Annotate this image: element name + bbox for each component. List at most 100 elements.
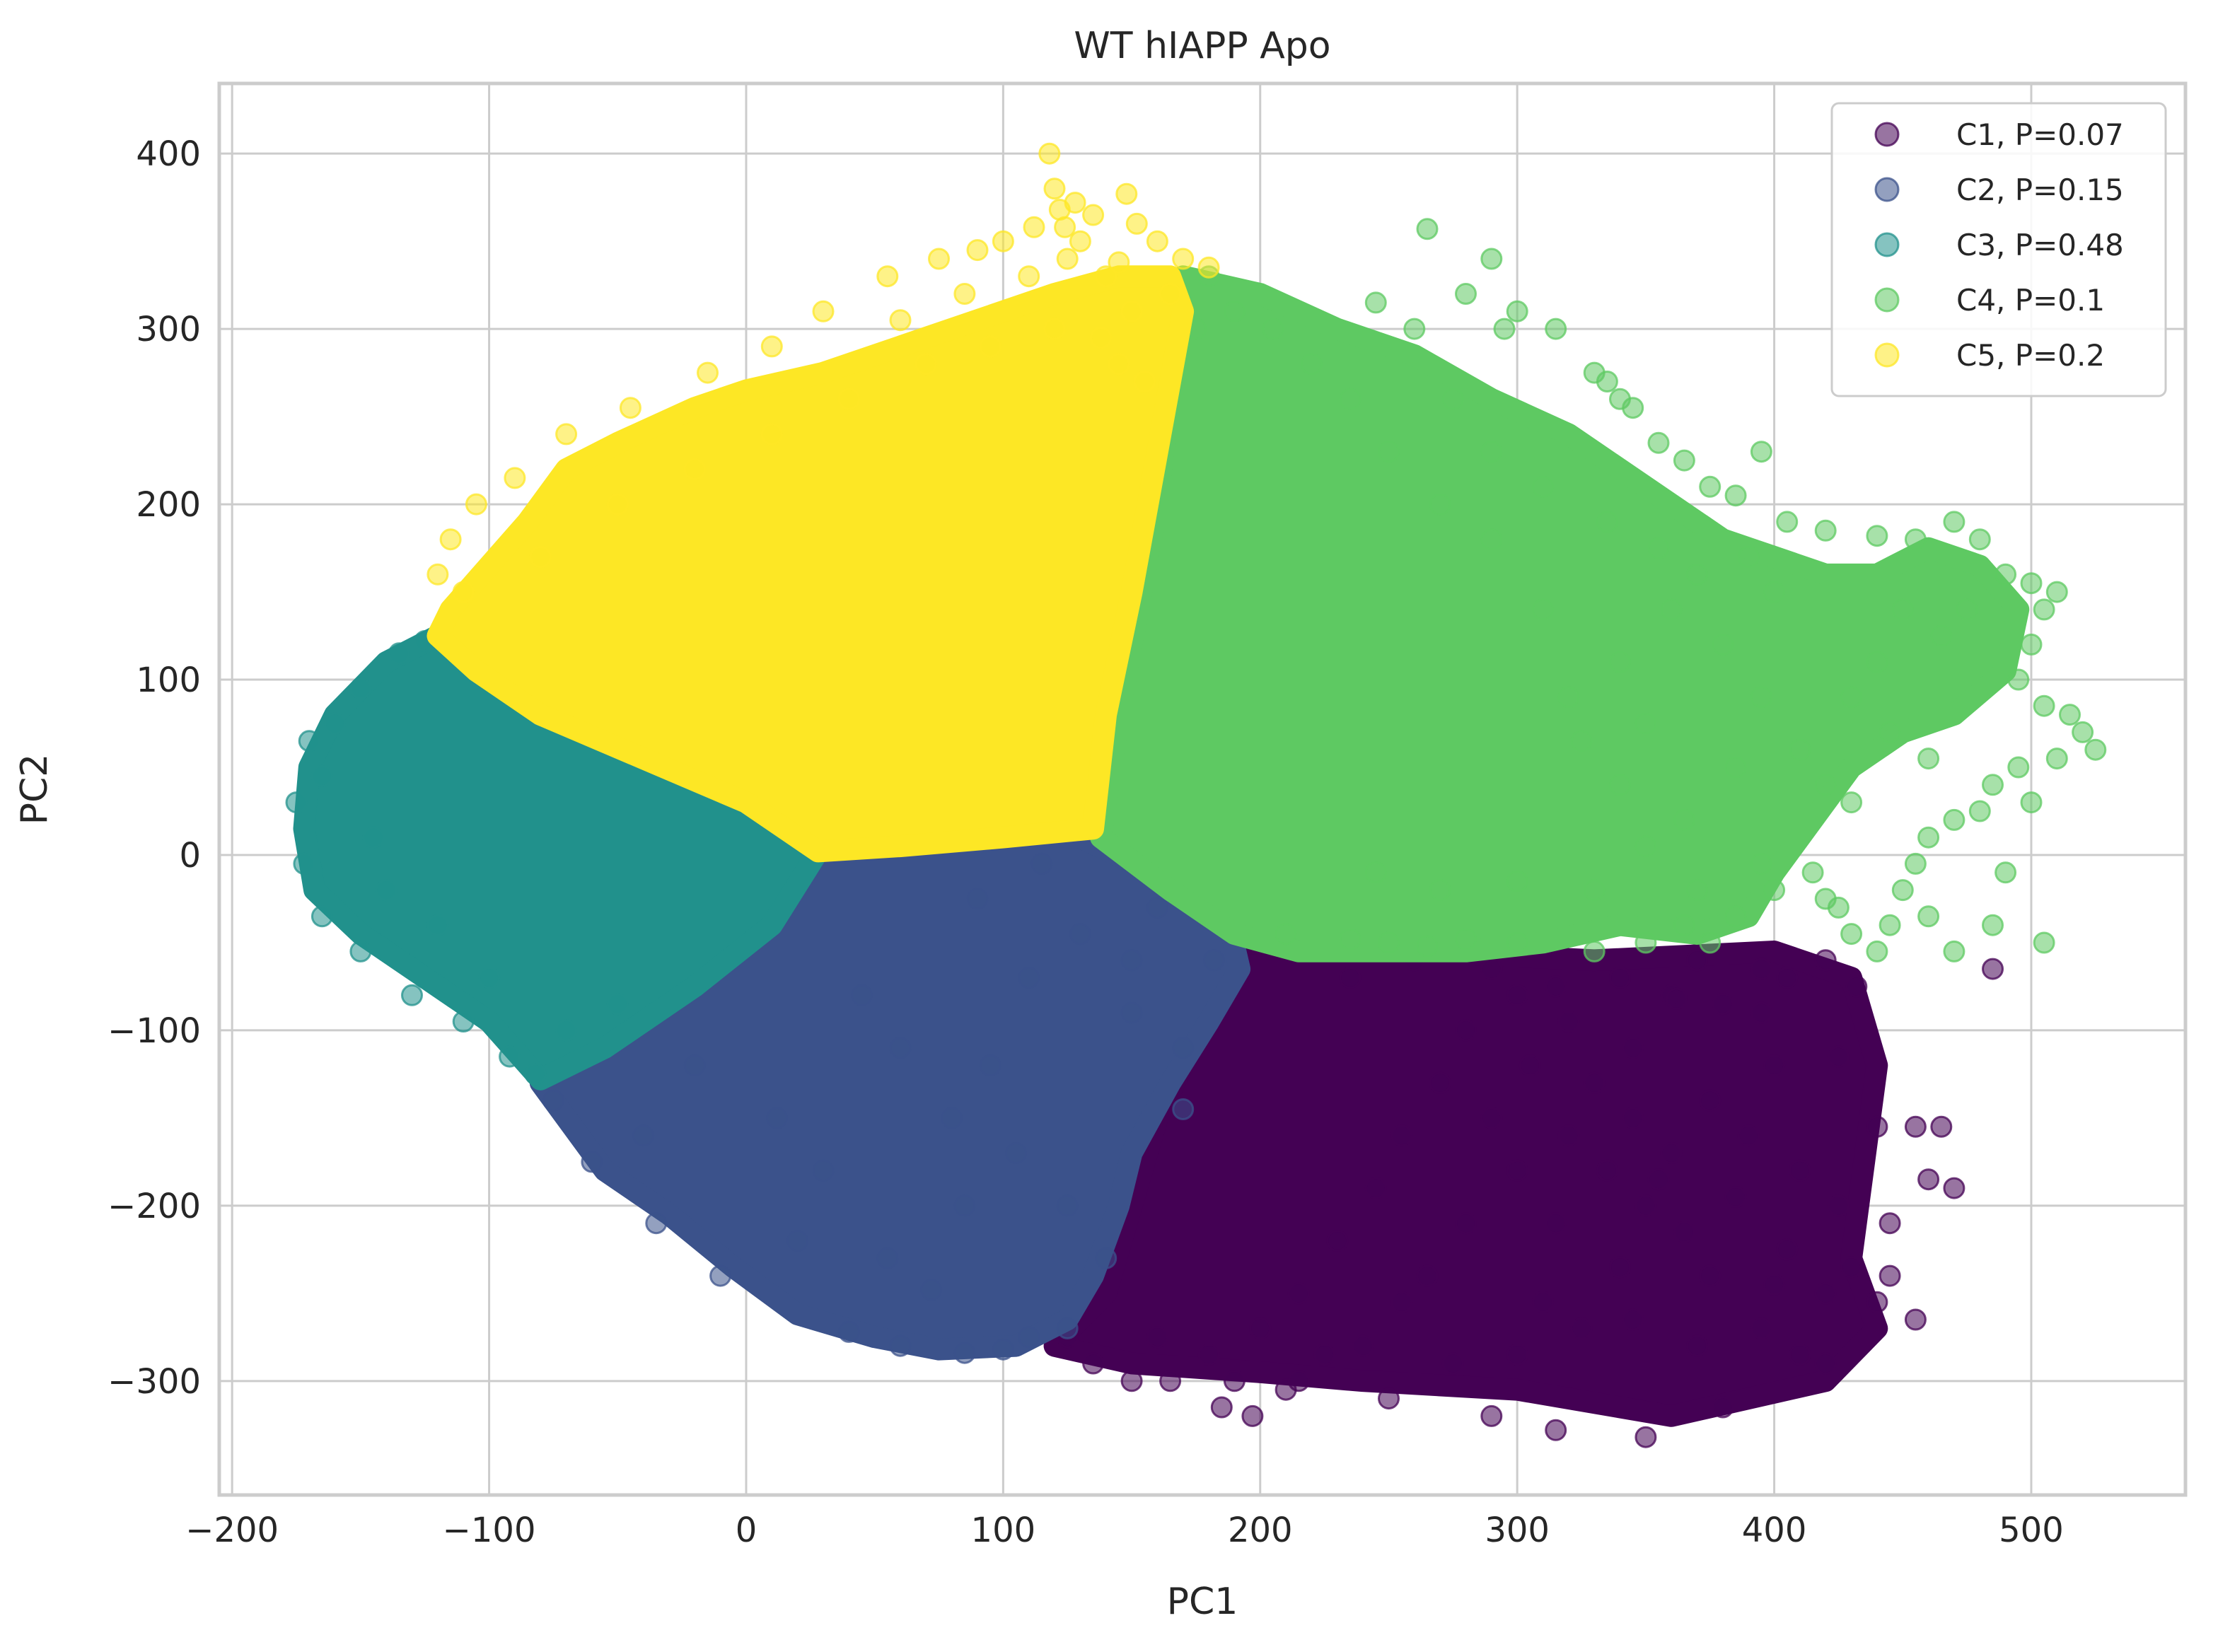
point-c3 [478, 967, 501, 989]
point-c4 [1364, 291, 1387, 314]
point-c4 [1480, 248, 1503, 270]
point-c5 [555, 423, 578, 446]
point-c4 [1891, 598, 1914, 621]
point-c1 [1750, 1001, 1772, 1024]
point-c1 [1686, 949, 1708, 972]
point-c1 [1737, 1124, 1760, 1147]
point-c4 [1712, 633, 1734, 656]
point-c3 [375, 879, 397, 902]
point-c5 [1159, 283, 1182, 305]
point-c4 [1532, 475, 1554, 498]
point-c2 [992, 1338, 1014, 1361]
point-c2 [837, 1320, 860, 1343]
point-c1 [1712, 993, 1734, 1016]
point-c4 [1455, 283, 1477, 305]
point-c4 [1364, 861, 1387, 884]
tick-labels: −200 −100 0 100 200 300 400 500 −300 −200 −100 0 100… [108, 134, 2064, 1550]
point-c4 [1917, 826, 1940, 849]
point-c4 [1596, 511, 1618, 533]
point-c4 [2033, 598, 2055, 621]
point-c1 [1622, 1037, 1644, 1059]
point-c2 [1005, 1142, 1027, 1164]
point-c1 [1429, 1071, 1451, 1094]
y-tick-label: 300 [136, 310, 201, 349]
legend-item: C2, P=0.15 [1874, 173, 2124, 207]
point-c4 [1789, 738, 1811, 761]
point-c1 [1673, 1221, 1695, 1243]
point-c1 [1339, 967, 1361, 989]
point-c4 [2020, 572, 2043, 595]
point-c1 [1622, 1107, 1644, 1129]
point-c2 [812, 1159, 835, 1182]
point-c5 [1082, 204, 1105, 226]
point-c2 [920, 1279, 943, 1301]
point-c1 [1249, 1317, 1272, 1339]
point-c4 [1480, 528, 1503, 551]
point-c4 [1814, 519, 1837, 542]
point-c3 [310, 764, 333, 787]
point-c4 [1724, 484, 1747, 507]
point-c1 [1879, 1264, 1901, 1287]
point-c2 [953, 1342, 976, 1364]
point-c4 [1609, 774, 1631, 796]
point-c4 [1982, 914, 2004, 936]
y-tick-label: −300 [108, 1362, 201, 1402]
point-c4 [1339, 388, 1361, 410]
point-c5 [1115, 182, 1138, 205]
point-c5 [889, 309, 912, 332]
point-c3 [452, 1011, 475, 1032]
point-c1 [1197, 1344, 1220, 1366]
point-c4 [1763, 879, 1786, 902]
point-c2 [766, 1107, 789, 1129]
point-c3 [524, 1063, 547, 1086]
point-c2 [683, 1054, 706, 1076]
y-tick-label: 400 [136, 134, 201, 174]
point-c1 [1699, 1264, 1721, 1287]
point-c4 [1840, 923, 1863, 946]
point-c4 [1891, 879, 1914, 902]
point-c1 [1789, 1159, 1811, 1182]
point-c4 [2020, 633, 2043, 656]
point-c2 [709, 1264, 732, 1287]
point-c1 [1776, 1238, 1799, 1261]
point-c4 [1480, 441, 1503, 463]
point-c1 [1635, 1194, 1657, 1217]
point-c5 [683, 458, 706, 480]
point-c3 [349, 677, 372, 699]
point-c5 [837, 388, 860, 410]
point-c4 [1660, 598, 1683, 621]
point-c4 [1814, 888, 1837, 910]
point-c5 [979, 335, 1001, 358]
legend-item: C3, P=0.48 [1874, 228, 2124, 262]
point-c4 [1609, 651, 1631, 673]
x-axis-label: PC1 [1167, 1581, 1238, 1623]
point-c5 [1146, 230, 1168, 252]
point-c4 [1750, 441, 1772, 463]
point-c5 [606, 493, 629, 516]
point-c1 [1635, 1426, 1657, 1448]
point-c1 [1943, 1177, 1966, 1199]
legend-label: C3, P=0.48 [1956, 228, 2124, 262]
point-c1 [1480, 1404, 1503, 1427]
point-c4 [1930, 624, 1953, 647]
point-c1 [1557, 1124, 1580, 1147]
point-c4 [1493, 318, 1516, 340]
point-c5 [465, 493, 487, 516]
point-c1 [1287, 1370, 1310, 1392]
point-c2 [1172, 1098, 1195, 1120]
point-c4 [1956, 598, 1978, 621]
legend-item: C1, P=0.07 [1874, 117, 2124, 152]
point-c1 [1763, 1054, 1786, 1076]
point-c4 [1673, 808, 1695, 831]
point-c1 [1364, 1177, 1387, 1199]
point-c1 [1390, 1124, 1413, 1147]
point-c5 [1018, 265, 1040, 288]
point-c4 [1416, 218, 1439, 240]
chart-title: WT hIAPP Apo [1074, 25, 1330, 67]
point-c1 [1082, 1352, 1105, 1375]
point-c2 [1069, 923, 1091, 946]
point-c4 [1686, 879, 1708, 902]
point-c5 [1125, 212, 1148, 235]
point-c4 [1506, 300, 1528, 322]
